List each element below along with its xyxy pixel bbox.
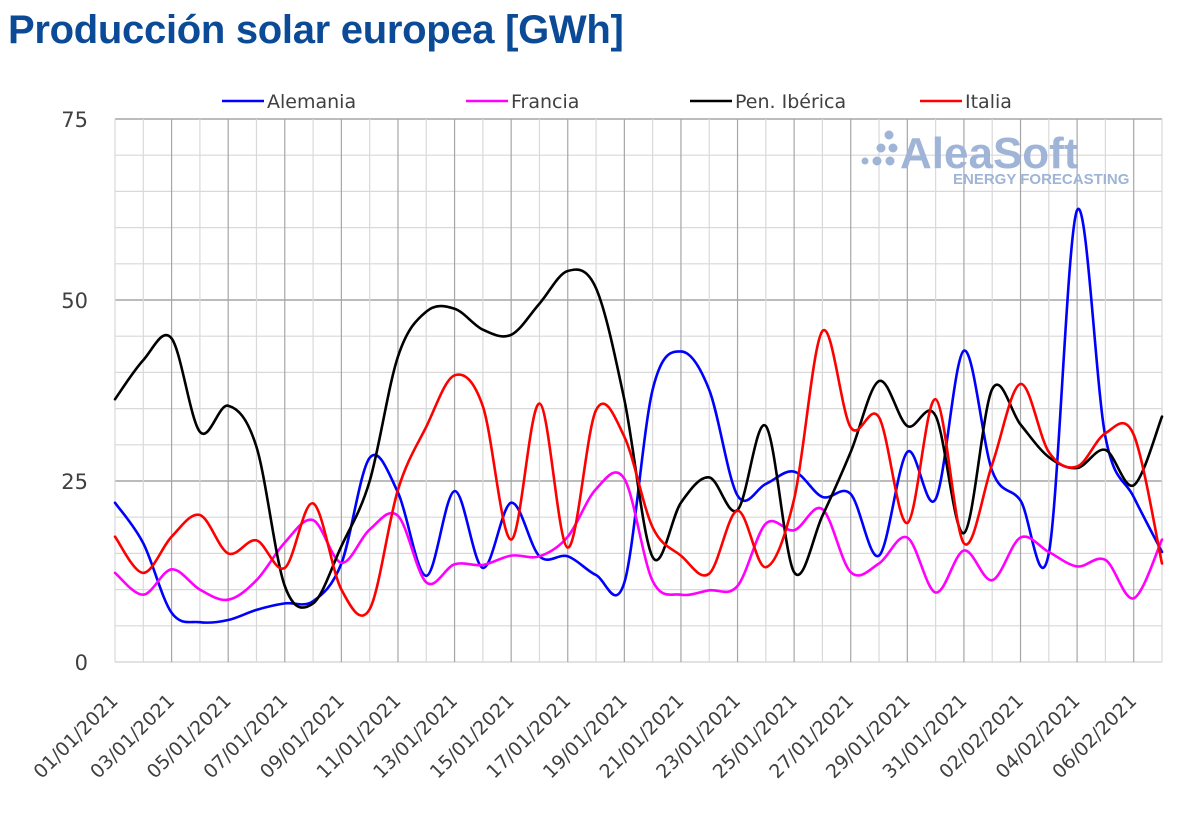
watermark-brand: AleaSoft [900,129,1079,178]
y-tick-label: 25 [61,470,88,494]
grid [114,118,1163,663]
legend-label: Pen. Ibérica [735,91,846,113]
y-tick-label: 50 [61,289,88,313]
aleasoft-dots-icon [861,130,898,166]
watermark-logo: AleaSoft ENERGY FORECASTING [861,129,1129,188]
series-line-pen-ib-rica [113,268,1164,609]
legend-item: Pen. Ibérica [690,91,846,113]
series-line-italia [113,328,1164,617]
legend-item: Italia [920,91,1012,113]
x-axis: 01/01/202103/01/202105/01/202107/01/2021… [30,690,1142,783]
legend-item: Alemania [222,91,356,113]
y-axis: 0 25 50 75 [61,108,88,675]
y-tick-label: 75 [61,108,88,132]
y-tick-label: 0 [75,651,88,675]
chart-title: Producción solar europea [GWh] [8,8,624,52]
watermark-tagline: ENERGY FORECASTING [953,171,1129,188]
series-line-francia [113,471,1164,602]
legend-label: Francia [511,91,579,113]
legend-item: Francia [466,91,579,113]
series-lines [113,207,1164,624]
legend-label: Alemania [267,91,356,113]
legend-label: Italia [965,91,1012,113]
legend: Alemania Francia Pen. Ibérica Italia [222,91,1012,113]
